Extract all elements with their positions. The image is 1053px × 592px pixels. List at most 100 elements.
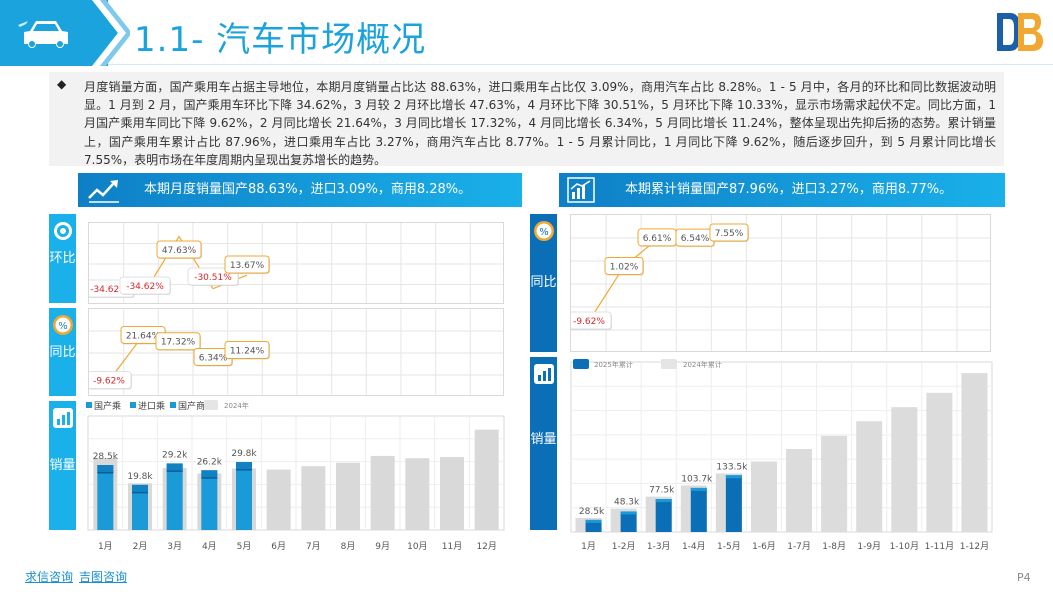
bar-value-label: 26.2k xyxy=(197,457,223,467)
side-label-cum-yoy: % 同比 xyxy=(530,214,557,352)
sales-chart-icon xyxy=(52,408,73,428)
bar-2024-cum xyxy=(961,373,988,532)
x-tick-label: 1-9月 xyxy=(857,541,881,552)
bar-2025-cum xyxy=(585,519,602,532)
x-tick-label: 1月 xyxy=(581,541,596,552)
bar-2024-cum xyxy=(856,421,883,532)
yoy-label-2-box xyxy=(155,332,201,351)
yoy-label-2: 17.32% xyxy=(161,338,196,348)
bar-2024-cum xyxy=(750,461,777,532)
x-tick-label: 9月 xyxy=(375,541,390,552)
x-tick-label: 5月 xyxy=(237,541,252,552)
legend-label: 国产乘 xyxy=(94,400,121,412)
left-banner: 本期月度销量国产88.63%，进口3.09%，商用8.28%。 xyxy=(78,173,522,207)
bar-value-label: 28.5k xyxy=(579,507,605,517)
yoy-label-1: 21.64% xyxy=(126,332,161,342)
mom-label-apr: -30.51% xyxy=(194,273,232,283)
chart-monthly-mom: -34.62%-34.62% 47.63% -30.51% 13.67% xyxy=(88,222,504,304)
legend-label: 进口乘 xyxy=(138,400,165,412)
x-tick-label: 1-7月 xyxy=(787,541,811,552)
cum-yoy-label-1-box xyxy=(604,256,644,275)
bar-2025-top xyxy=(236,462,252,470)
percent-icon: % xyxy=(533,221,554,241)
bar-2025-cum-top xyxy=(585,519,602,523)
bar-2024-cum xyxy=(786,448,813,532)
footer-link-2[interactable]: 吉图咨询 xyxy=(79,570,128,584)
side-text-sales: 销量 xyxy=(49,458,76,473)
yoy-label-0: -9.62% xyxy=(93,376,125,386)
x-tick-label: 11月 xyxy=(442,541,462,552)
x-tick-label: 10月 xyxy=(407,541,427,552)
legend-swatch xyxy=(170,402,176,408)
chart-monthly-sales: 国产乘 进口乘 国产商 2024年 28.5k 1月 19.8k 2月 29.2k 3月 26.2k… xyxy=(86,400,505,552)
legend-label: 2024年累计 xyxy=(683,360,722,369)
bar-value-label: 29.8k xyxy=(231,449,257,459)
x-tick-label: 1-10月 xyxy=(890,541,919,552)
bar-value-label: 103.7k xyxy=(681,474,713,484)
legend-swatch xyxy=(86,402,92,408)
legend-swatch xyxy=(573,359,589,369)
bar-chart-icon xyxy=(567,177,595,203)
cum-yoy-label-2: 6.61% xyxy=(643,234,672,244)
bar-2024-cum xyxy=(926,392,953,532)
side-label-cum-sales: 销量 xyxy=(530,357,557,530)
mom-label-feb: -34.62% xyxy=(126,282,164,292)
target-icon xyxy=(53,222,72,240)
brand-logo xyxy=(997,13,1043,51)
legend-label: 国产商 xyxy=(178,400,205,412)
cum-yoy-label-3: 6.54% xyxy=(681,234,710,244)
x-tick-label: 8月 xyxy=(341,541,356,552)
bar-2025-cum xyxy=(725,475,742,532)
mom-label-jan: -34.62% xyxy=(90,285,128,295)
yoy-label-4-box xyxy=(224,340,270,359)
cum-yoy-label-1: 1.02% xyxy=(610,262,639,272)
x-tick-label: 1-6月 xyxy=(752,541,776,552)
chart-monthly-yoy: -9.62% 21.64%17.32%6.34%11.24% xyxy=(88,308,504,396)
bar-value-label: 29.2k xyxy=(162,450,188,460)
bar-2024 xyxy=(266,469,291,530)
bar-2025-top xyxy=(97,465,114,473)
mom-label-mar: 47.63% xyxy=(162,246,197,256)
bar-value-label: 28.5k xyxy=(93,452,119,462)
bar-2024 xyxy=(370,455,395,530)
x-tick-label: 12月 xyxy=(476,541,496,552)
bar-value-label: 77.5k xyxy=(649,486,675,496)
chart-cumulative-yoy: -9.62% 1.02% 6.61% 6.54% 7.55% xyxy=(570,214,991,352)
x-tick-label: 1-12月 xyxy=(960,541,989,552)
summary-box: 月度销量方面，国产乘用车占据主导地位，本期月度销量占比达 88.63%，进口乘用… xyxy=(49,72,1004,167)
bar-value-label: 133.5k xyxy=(716,462,748,472)
footer-link-1[interactable]: 求信咨询 xyxy=(25,570,74,584)
legend-label: 2025年累计 xyxy=(594,360,633,369)
sales-chart-icon xyxy=(533,364,554,384)
right-banner-text: 本期累计销量国产87.96%，进口3.27%，商用8.77%。 xyxy=(625,182,953,197)
x-tick-label: 1-11月 xyxy=(925,541,954,552)
x-tick-label: 4月 xyxy=(202,541,217,552)
right-banner: 本期累计销量国产87.96%，进口3.27%，商用8.77%。 xyxy=(559,173,1005,207)
x-tick-label: 1-3月 xyxy=(647,541,671,552)
footer-links[interactable]: 求信咨询 吉图咨询 xyxy=(25,568,133,585)
bar-2025 xyxy=(132,484,148,530)
bar-2025 xyxy=(166,463,183,530)
bar-2024 xyxy=(474,429,499,530)
header-divider xyxy=(108,64,1053,65)
mom-label-feb-box xyxy=(119,276,171,295)
page-number: P4 xyxy=(1017,571,1031,584)
car-icon xyxy=(18,21,68,48)
mom-label-may: 13.67% xyxy=(230,261,265,271)
bar-2025-cum xyxy=(690,487,707,532)
bar-2025-sep xyxy=(201,477,218,479)
side-text-cum-sales: 销量 xyxy=(530,432,557,447)
x-tick-label: 1-4月 xyxy=(682,541,706,552)
left-banner-text: 本期月度销量国产88.63%，进口3.09%，商用8.28%。 xyxy=(144,182,472,197)
x-tick-label: 6月 xyxy=(271,541,286,552)
cum-yoy-label-4-box xyxy=(709,223,749,242)
side-label-yoy: % 同比 xyxy=(49,308,76,396)
bar-2025-cum-top xyxy=(620,511,637,515)
x-tick-label: 1-2月 xyxy=(612,541,636,552)
bar-2024-cum xyxy=(891,407,918,532)
legend-label: 2024年 xyxy=(224,401,249,410)
bar-2024 xyxy=(336,462,360,530)
bar-2025-top xyxy=(132,484,148,492)
bar-2024 xyxy=(405,458,430,530)
yoy-label-0-box xyxy=(89,370,132,389)
